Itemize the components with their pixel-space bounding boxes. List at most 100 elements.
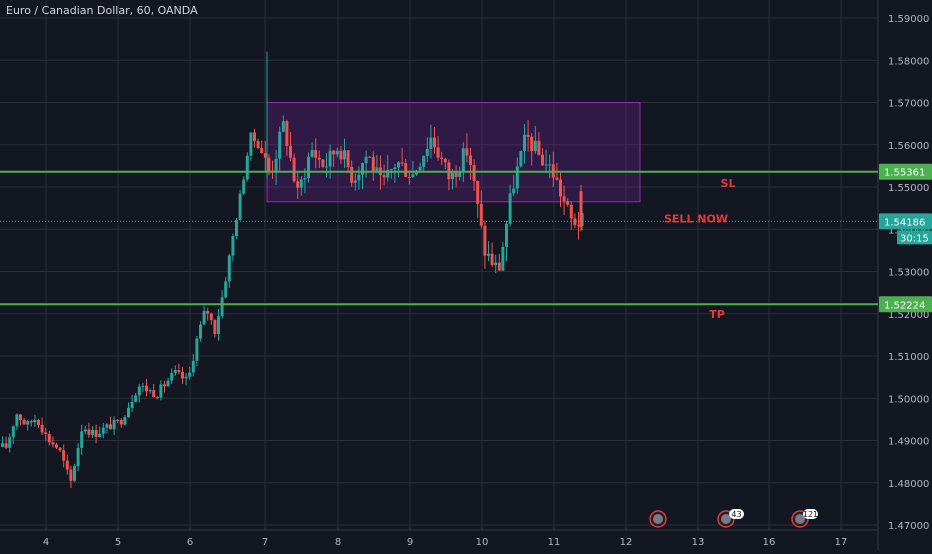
- candle-body: [199, 324, 202, 339]
- candle-body: [101, 427, 105, 434]
- candle-body: [134, 395, 138, 402]
- candle-body: [91, 430, 94, 435]
- x-tick-label: 10: [476, 537, 489, 548]
- candle-body: [350, 166, 354, 183]
- y-tick-label: 1.49000: [888, 437, 929, 448]
- x-tick-label: 16: [763, 537, 776, 548]
- candle-body: [339, 150, 343, 160]
- candle-body: [562, 196, 566, 202]
- y-tick-label: 1.57000: [888, 99, 929, 110]
- candle-body: [213, 320, 217, 334]
- candle-body: [202, 311, 206, 325]
- candle-body: [155, 397, 159, 399]
- candle-body: [353, 180, 357, 183]
- candle-body: [170, 372, 174, 381]
- x-tick-label: 13: [692, 537, 705, 548]
- y-tick-label: 1.55000: [888, 183, 929, 194]
- candle-body: [145, 385, 148, 392]
- candle-body: [181, 371, 184, 379]
- sl-price-tag: [879, 163, 932, 180]
- y-tick-label: 1.56000: [888, 141, 929, 152]
- candle-body: [559, 179, 562, 197]
- candle-body: [566, 201, 570, 205]
- candle-body: [364, 156, 368, 164]
- candle-body: [321, 159, 325, 167]
- symbol-title: Euro / Canadian Dollar, 60, OANDA: [6, 4, 198, 17]
- candle-body: [461, 148, 465, 172]
- candle-body: [195, 338, 199, 361]
- event-marker-dot: [721, 514, 731, 524]
- candle-body: [404, 163, 408, 178]
- candle-body: [443, 158, 447, 163]
- candle-body: [476, 180, 480, 204]
- candle-body: [494, 262, 498, 266]
- candle-body: [314, 150, 318, 158]
- candle-body: [137, 386, 141, 396]
- candle-body: [62, 450, 66, 461]
- candle-body: [26, 421, 30, 425]
- consolidation-box: [266, 102, 641, 203]
- candle-body: [152, 390, 156, 398]
- candle-body: [389, 169, 393, 171]
- tp-price-label: 1.52224: [884, 300, 925, 311]
- candle-body: [335, 150, 339, 155]
- candle-body: [487, 253, 490, 256]
- sl-price-label: 1.55361: [884, 168, 925, 179]
- candle-body: [235, 220, 238, 237]
- candle-body: [44, 432, 48, 434]
- candle-body: [541, 154, 544, 166]
- candle-body: [501, 246, 505, 271]
- annotation-sl: SL: [721, 177, 736, 190]
- candle-body: [407, 177, 411, 179]
- candle-body: [289, 145, 292, 158]
- x-tick-label: 7: [262, 537, 268, 548]
- candle-body: [65, 460, 69, 470]
- candle-body: [577, 225, 580, 227]
- y-tick-label: 1.59000: [888, 14, 929, 25]
- y-tick-label: 1.58000: [888, 56, 929, 67]
- x-tick-label: 5: [115, 537, 121, 548]
- candle-body: [15, 414, 19, 427]
- candle-body: [382, 175, 386, 178]
- annotation-tp: TP: [709, 308, 725, 321]
- candle-body: [317, 157, 321, 160]
- candle-body: [371, 157, 375, 172]
- candle-body: [105, 424, 109, 428]
- event-marker-dot: [795, 514, 805, 524]
- candle-body: [148, 390, 152, 392]
- candle-body: [458, 171, 462, 177]
- candle-body: [224, 281, 228, 298]
- candle-body: [112, 419, 116, 430]
- candle-body: [19, 414, 22, 421]
- candle-body: [119, 419, 123, 425]
- candle-body: [523, 134, 526, 152]
- x-tick-label: 11: [548, 537, 561, 548]
- candle-body: [436, 147, 440, 158]
- candle-body: [69, 469, 73, 481]
- candle-body: [451, 171, 454, 180]
- candle-body: [11, 426, 15, 438]
- candle-body: [307, 156, 310, 179]
- annotation-sell-now: SELL NOW: [664, 213, 728, 226]
- countdown-tag: [897, 230, 932, 245]
- candle-body: [411, 174, 415, 178]
- candle-body: [80, 431, 84, 448]
- candle-body: [490, 253, 494, 266]
- candle-body: [454, 171, 458, 177]
- y-tick-label: 1.51000: [888, 352, 929, 363]
- candle-body: [299, 179, 303, 188]
- y-tick-label: 1.47000: [888, 521, 929, 532]
- candle-body: [206, 311, 210, 314]
- candle-body: [418, 166, 422, 171]
- candle-body: [267, 157, 271, 171]
- candle-body: [573, 218, 577, 226]
- candle-body: [141, 385, 145, 387]
- candle-body: [544, 164, 548, 166]
- candle-body: [40, 425, 44, 433]
- candle-body: [533, 140, 537, 152]
- candle-body: [127, 407, 130, 418]
- candle-body: [83, 429, 87, 432]
